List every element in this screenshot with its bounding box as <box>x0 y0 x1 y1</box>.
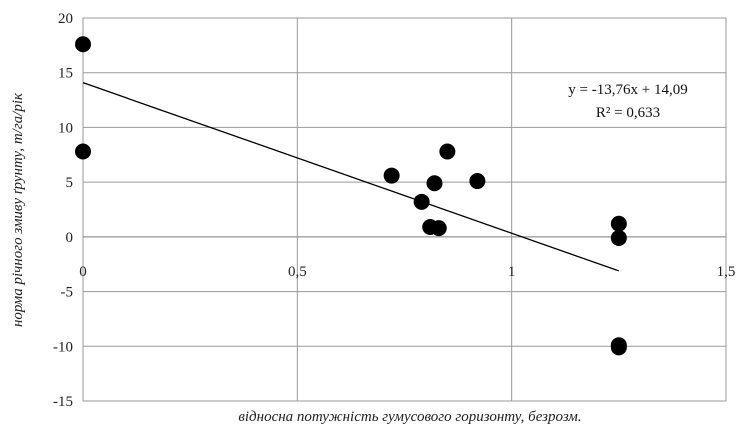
y-tick-label: 10 <box>58 120 73 136</box>
y-axis-ticks: 20 15 10 5 0 -5 -10 -15 <box>53 11 73 410</box>
x-tick-label: 1,5 <box>717 264 736 280</box>
data-point <box>426 175 443 192</box>
x-axis-title: відносна потужність гумусового горизонту… <box>238 409 581 425</box>
trend-r-squared: R² = 0,633 <box>596 105 660 121</box>
y-tick-label: 15 <box>58 66 73 82</box>
data-point <box>383 167 400 184</box>
data-point <box>610 339 627 356</box>
gridlines <box>82 17 727 402</box>
y-axis-title: норма річного змиву ґрунту, т/га/рік <box>10 92 26 327</box>
y-tick-label: 5 <box>66 175 74 191</box>
y-tick-label: 20 <box>58 11 73 27</box>
trend-line <box>82 82 620 272</box>
data-point <box>610 215 627 232</box>
data-point <box>75 143 91 160</box>
y-tick-label: -5 <box>61 285 74 301</box>
data-point <box>413 193 430 210</box>
x-axis-ticks: 0 0,5 1 1,5 <box>79 264 735 280</box>
y-tick-label: 0 <box>66 230 74 246</box>
y-tick-label: -15 <box>53 394 73 410</box>
data-point <box>430 220 447 237</box>
data-points <box>75 36 627 356</box>
data-point <box>610 229 627 246</box>
data-point <box>469 173 486 190</box>
y-tick-label: -10 <box>53 339 73 355</box>
x-tick-label: 0 <box>79 264 87 280</box>
plot-area-border <box>82 17 727 402</box>
data-point <box>75 36 91 53</box>
trend-equation: y = -13,76x + 14,09 <box>568 82 687 98</box>
x-tick-label: 1 <box>508 264 516 280</box>
data-point <box>439 143 456 160</box>
x-tick-label: 0,5 <box>288 264 307 280</box>
